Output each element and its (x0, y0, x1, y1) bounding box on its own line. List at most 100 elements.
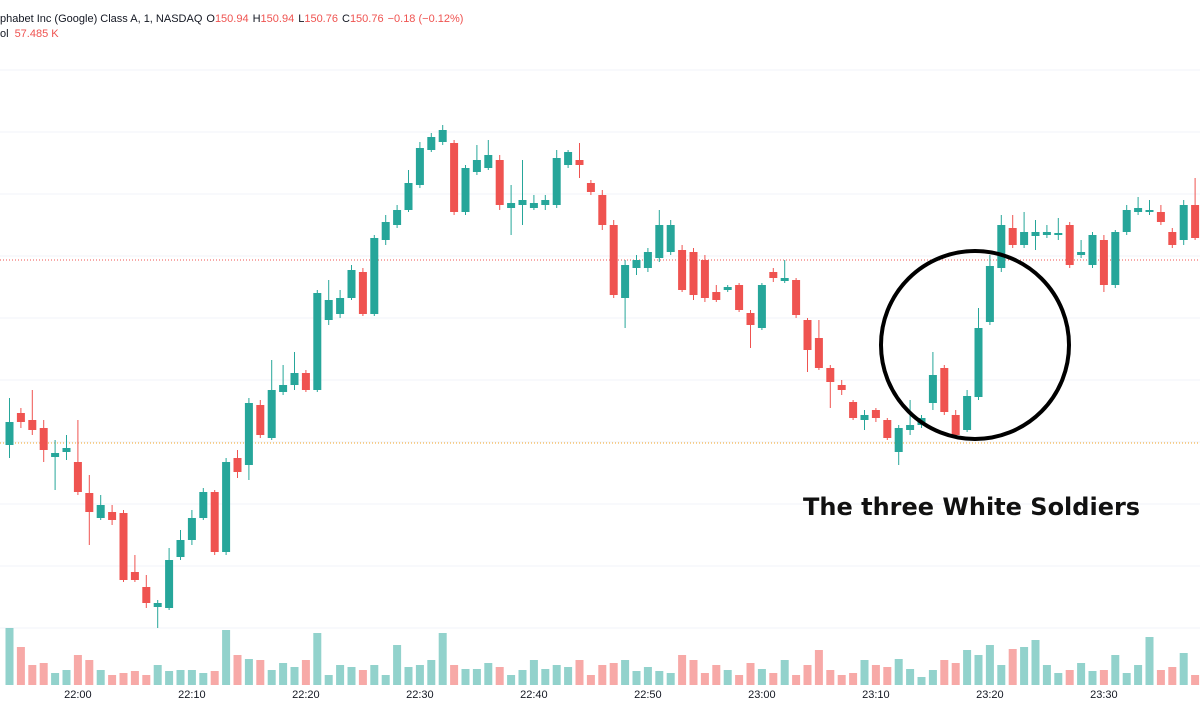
candle-body (735, 285, 744, 310)
candle-body (632, 260, 641, 268)
candle-body (199, 492, 208, 518)
volume-bar (108, 675, 117, 685)
candle-body (1042, 232, 1051, 235)
x-axis: 22:00 22:10 22:20 22:30 22:40 22:50 23:00 23:10… (64, 689, 1118, 701)
candle-body (586, 183, 595, 192)
candle-body (5, 422, 14, 445)
volume-bar (1191, 675, 1200, 685)
label: O (206, 13, 215, 25)
volume-bar (324, 675, 333, 685)
candle-body (358, 272, 367, 314)
candle-body (985, 266, 994, 322)
volume-bar (529, 660, 538, 685)
volume-bar (963, 650, 972, 685)
candle-body (780, 278, 789, 281)
volume-bar (985, 645, 994, 685)
candle-body (370, 238, 379, 314)
candle-body (974, 328, 983, 397)
candle-body (1099, 240, 1108, 285)
volume-bar (267, 670, 276, 685)
candle-body (746, 313, 755, 325)
candle-body (712, 292, 721, 300)
volume-bar (1111, 655, 1120, 685)
candle-body (187, 518, 196, 540)
candle-body (757, 285, 766, 328)
header-symbol: phabet Inc (Google) Class A, 1, NASDAQ O1… (0, 13, 463, 25)
candle-body (267, 390, 276, 438)
volume-bar (541, 669, 550, 685)
volume-bar (1134, 665, 1143, 685)
marks (5, 125, 1200, 685)
volume-bar (290, 667, 299, 685)
volume-bar (438, 633, 447, 685)
candle-body (1191, 205, 1200, 238)
volume-bar (210, 671, 219, 685)
candle-body (871, 410, 880, 418)
volume-bar (62, 670, 71, 685)
candle-body (108, 512, 117, 520)
volume-bar (507, 675, 516, 685)
volume-bar (1099, 670, 1108, 685)
candle-body (438, 130, 447, 142)
candle-body (279, 385, 288, 392)
volume-bar (1088, 671, 1097, 685)
volume-bar (427, 660, 436, 685)
candle-body (415, 148, 424, 185)
volume-bar (826, 670, 835, 685)
candle-body (803, 320, 812, 350)
x-tick-label: 23:00 (748, 689, 776, 701)
volume-bar (450, 665, 459, 685)
value: 150.76 (304, 13, 338, 25)
volume-bar (39, 663, 48, 685)
candle-body (244, 403, 253, 465)
volume-bar (51, 673, 60, 685)
candle-body (883, 420, 892, 438)
value: 150.76 (350, 13, 384, 25)
volume-bar (564, 667, 573, 685)
candle-body (1077, 252, 1086, 255)
candle-body (1156, 212, 1165, 222)
candle-body (313, 293, 322, 390)
candle-body (689, 252, 698, 295)
candle-body (153, 603, 162, 607)
candle-body (450, 143, 459, 212)
candle-body (1179, 205, 1188, 240)
volume-bar (336, 665, 345, 685)
header-volume: ol 57.485 K (0, 28, 59, 40)
candle-body (849, 402, 858, 418)
volume-bar (73, 655, 82, 685)
candle-body (723, 287, 732, 290)
x-tick-label: 22:50 (634, 689, 662, 701)
volume-bar (609, 663, 618, 685)
volume-bar (347, 667, 356, 685)
volume-bar (666, 673, 675, 685)
volume-bar (176, 670, 185, 685)
candle-body (564, 152, 573, 165)
volume-bar (575, 660, 584, 685)
volume-bar (586, 675, 595, 685)
candle-body (165, 560, 174, 608)
x-tick-label: 23:10 (862, 689, 890, 701)
volume-bar (894, 659, 903, 685)
volume-bar (849, 673, 858, 685)
x-tick-label: 22:00 (64, 689, 92, 701)
candle-body (643, 252, 652, 268)
volume-bar (1179, 653, 1188, 685)
candle-body (73, 462, 82, 492)
volume-bar (712, 665, 721, 685)
volume-bar (974, 655, 983, 685)
volume-bar (643, 667, 652, 685)
volume-bar (1031, 640, 1040, 685)
candle-body (62, 448, 71, 452)
volume-bar (928, 670, 937, 685)
volume-bar (142, 675, 151, 685)
volume-bar (837, 675, 846, 685)
candle-body (1020, 232, 1029, 245)
candle-body (814, 338, 823, 368)
volume-bar (1008, 649, 1017, 685)
volume-bar (689, 660, 698, 685)
label: L (298, 13, 304, 25)
volume-bar (28, 665, 37, 685)
volume-bar (233, 655, 242, 685)
candle-body (39, 428, 48, 450)
